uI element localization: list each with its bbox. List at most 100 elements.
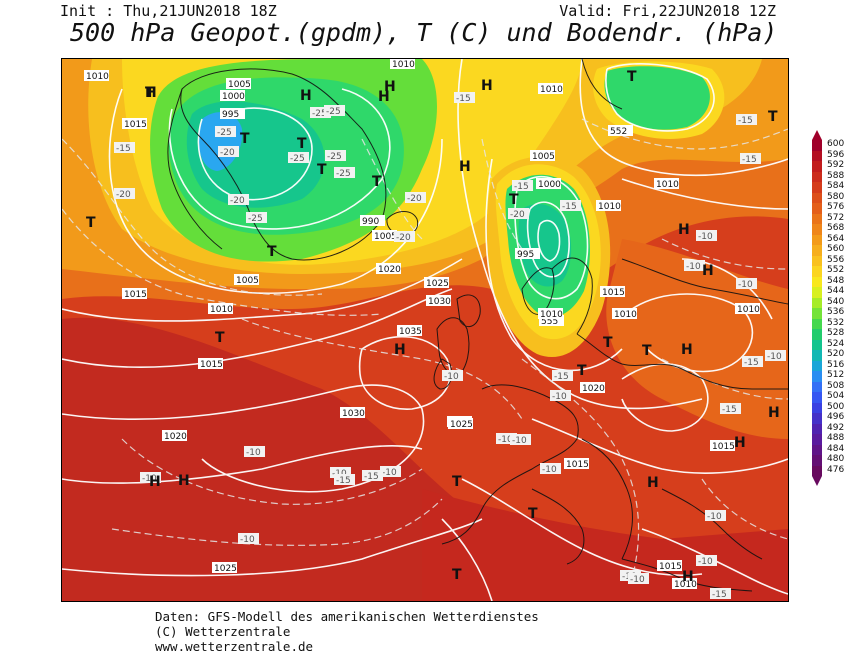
legend-value: 572	[827, 212, 845, 223]
temperature-label-box	[244, 446, 265, 457]
pressure-label: 1015	[200, 360, 223, 370]
temperature-label: -20	[407, 194, 422, 204]
field-hot-sw	[62, 317, 482, 601]
legend-swatch	[812, 150, 822, 161]
temperature-label: -25	[336, 169, 351, 179]
legend-value: 588	[827, 170, 845, 181]
pressure-label: 1030	[428, 297, 451, 307]
temperature-label-box	[696, 230, 717, 241]
low-pressure-marker: T	[509, 192, 519, 208]
legend-value: 532	[827, 317, 845, 328]
pressure-label-box	[657, 560, 682, 571]
pressure-label-box	[390, 59, 415, 69]
footer-copyright: (C) Wetterzentrale	[155, 624, 291, 639]
temperature-label-box	[380, 466, 401, 477]
legend-value: 508	[827, 380, 845, 391]
legend-entry: 548	[812, 276, 850, 287]
pressure-label-box	[426, 295, 451, 306]
legend-value: 496	[827, 412, 845, 422]
pressure-label: 1015	[602, 288, 625, 298]
pressure-label-box	[360, 215, 385, 226]
temperature-label-box	[720, 403, 741, 414]
high-pressure-marker: H	[149, 474, 161, 490]
field-cold-nsea-c	[518, 204, 572, 287]
legend-arrow-down-icon	[812, 476, 822, 486]
pressure-label-box	[735, 303, 760, 314]
legend-entry: 512	[812, 370, 850, 382]
temperature-label: -15	[116, 144, 131, 154]
pressure-label: 1025	[214, 564, 237, 574]
legend-entry: 484	[812, 444, 850, 455]
pressure-label-box	[212, 562, 237, 573]
pressure-label: 1015	[124, 290, 147, 300]
temperature-label-box	[552, 370, 573, 381]
legend-swatch	[812, 161, 822, 172]
high-pressure-marker: H	[145, 85, 157, 101]
temperature-label-box	[740, 153, 761, 164]
temperature-label-box	[228, 194, 249, 205]
pressure-label-box	[84, 70, 109, 81]
legend-swatch	[812, 360, 822, 371]
pressure-label-box	[424, 277, 449, 288]
pressure-label: 1010	[86, 72, 109, 82]
legend-value: 544	[827, 286, 845, 296]
legend-value: 528	[827, 328, 845, 338]
legend-value: 500	[827, 401, 845, 412]
legend-entry: 496	[812, 412, 850, 424]
low-pressure-marker: T	[215, 330, 225, 346]
legend-swatch	[812, 192, 822, 203]
legend-value: 580	[827, 191, 845, 202]
pressure-label: 1000	[538, 180, 561, 190]
temperature-label-box	[324, 105, 345, 116]
legend-swatch	[812, 234, 822, 245]
pressure-label: 1005	[236, 276, 259, 286]
high-pressure-marker: H	[459, 159, 471, 175]
footer-source: Daten: GFS-Modell des amerikanischen Wet…	[155, 609, 539, 624]
pressure-label-box	[376, 263, 401, 274]
pressure-label: 1010	[656, 180, 679, 190]
init-time: Init : Thu,21JUN2018 18Z	[60, 2, 277, 20]
temperature-label-box	[405, 192, 426, 203]
pressure-label: 1010	[210, 305, 233, 315]
high-pressure-marker: H	[768, 405, 780, 421]
legend-swatch	[812, 444, 822, 455]
temperature-label: -15	[712, 590, 727, 600]
temperature-label-box	[215, 126, 236, 137]
temperature-label: -10	[698, 557, 713, 567]
temperature-label: -10	[738, 280, 753, 290]
temperature-label-box	[454, 92, 475, 103]
pressure-label: 1005	[374, 232, 397, 242]
legend-swatch	[812, 402, 822, 413]
legend-entry: 504	[812, 391, 850, 403]
legend-swatch	[812, 339, 822, 350]
temperature-label: -15	[562, 202, 577, 212]
legend-value: 568	[827, 223, 845, 233]
temperature-label: -10	[698, 232, 713, 242]
temperature-label: -15	[742, 155, 757, 165]
high-pressure-marker: H	[702, 263, 714, 279]
pressure-label: 1015	[124, 120, 147, 130]
legend-value: 552	[827, 265, 845, 275]
temperature-label-box	[510, 434, 531, 445]
legend-swatch	[812, 308, 822, 319]
legend-value: 520	[827, 349, 845, 359]
low-pressure-marker: T	[603, 335, 613, 351]
legend-value: 524	[827, 338, 845, 349]
pressure-label-box	[198, 358, 223, 369]
temperature-label: -10	[707, 512, 722, 522]
legend-swatch	[812, 266, 822, 277]
legend-entry: 500	[812, 401, 850, 413]
legend-value: 512	[827, 370, 845, 380]
legend-swatch	[812, 423, 822, 434]
legend-arrow-up-icon	[812, 130, 822, 140]
footer-url[interactable]: www.wetterzentrale.de	[155, 639, 314, 654]
legend-entry: 560	[812, 244, 850, 256]
temperature-label-box	[508, 208, 529, 219]
pressure-label-box	[538, 83, 563, 94]
temperature-label-box	[705, 510, 726, 521]
legend-entry: 492	[812, 423, 850, 434]
legend-entry: 520	[812, 349, 850, 361]
temperature-label-box	[218, 146, 239, 157]
temperature-label: -25	[248, 214, 263, 224]
high-pressure-marker: H	[647, 475, 659, 491]
